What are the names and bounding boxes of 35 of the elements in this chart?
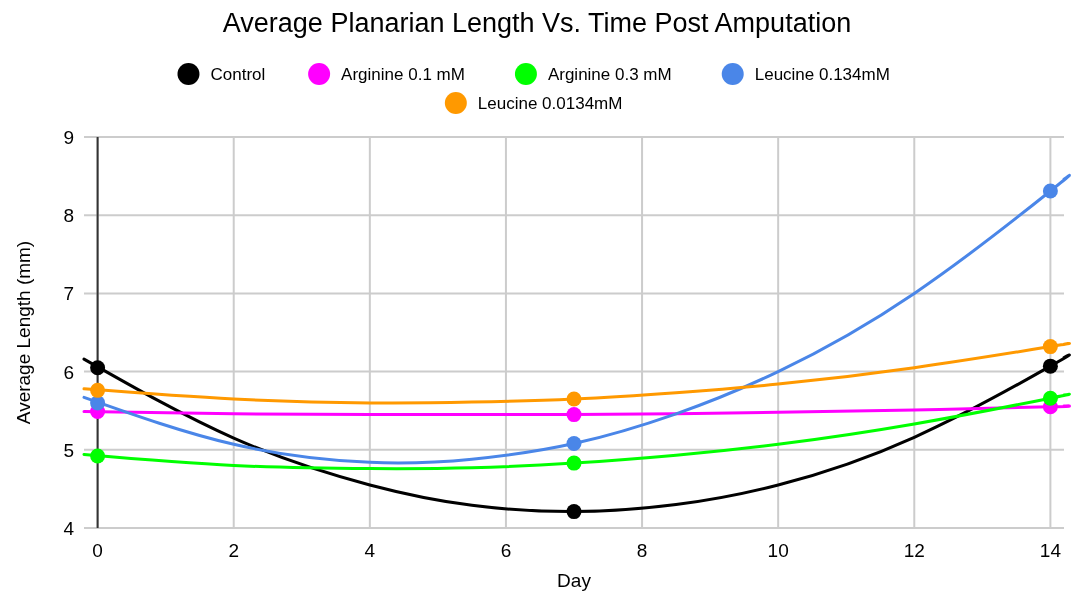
x-tick-label: 12: [903, 540, 925, 561]
point: [90, 382, 106, 398]
point: [566, 455, 582, 471]
point: [90, 360, 106, 376]
point: [1042, 358, 1058, 374]
x-tick-label: 10: [767, 540, 789, 561]
x-tick-label: 8: [636, 540, 648, 561]
y-axis-title: Average Length (mm): [13, 240, 34, 425]
point: [566, 504, 582, 520]
legend-label: Control: [210, 65, 266, 84]
y-tick-label: 6: [63, 361, 74, 383]
legend-label: Arginine 0.1 mM: [341, 65, 465, 84]
x-tick-label: 2: [228, 540, 240, 561]
point: [1042, 339, 1058, 355]
x-axis-title: Day: [557, 570, 592, 591]
legend-label: Arginine 0.3 mM: [547, 65, 672, 84]
point: [566, 436, 582, 452]
x-tick-label: 0: [92, 540, 103, 561]
chart-title: Average Planarian Length Vs. Time Post Amputation: [222, 8, 852, 38]
point: [566, 391, 582, 407]
point: [1042, 183, 1058, 199]
y-tick-label: 8: [63, 205, 74, 227]
point: [90, 395, 106, 411]
x-tick-label: 4: [364, 540, 376, 561]
x-tick-label: 6: [500, 540, 512, 561]
y-tick-label: 7: [63, 283, 74, 305]
y-tick-label: 5: [63, 439, 74, 461]
y-tick-label: 4: [63, 518, 75, 539]
y-tick-label: 9: [63, 127, 74, 148]
point: [566, 407, 582, 423]
point: [90, 448, 106, 464]
legend-label: Leucine 0.134mM: [754, 65, 890, 84]
legend-label: Leucine 0.0134mM: [477, 94, 623, 113]
x-tick-label: 14: [1039, 540, 1062, 561]
point: [1042, 390, 1058, 406]
